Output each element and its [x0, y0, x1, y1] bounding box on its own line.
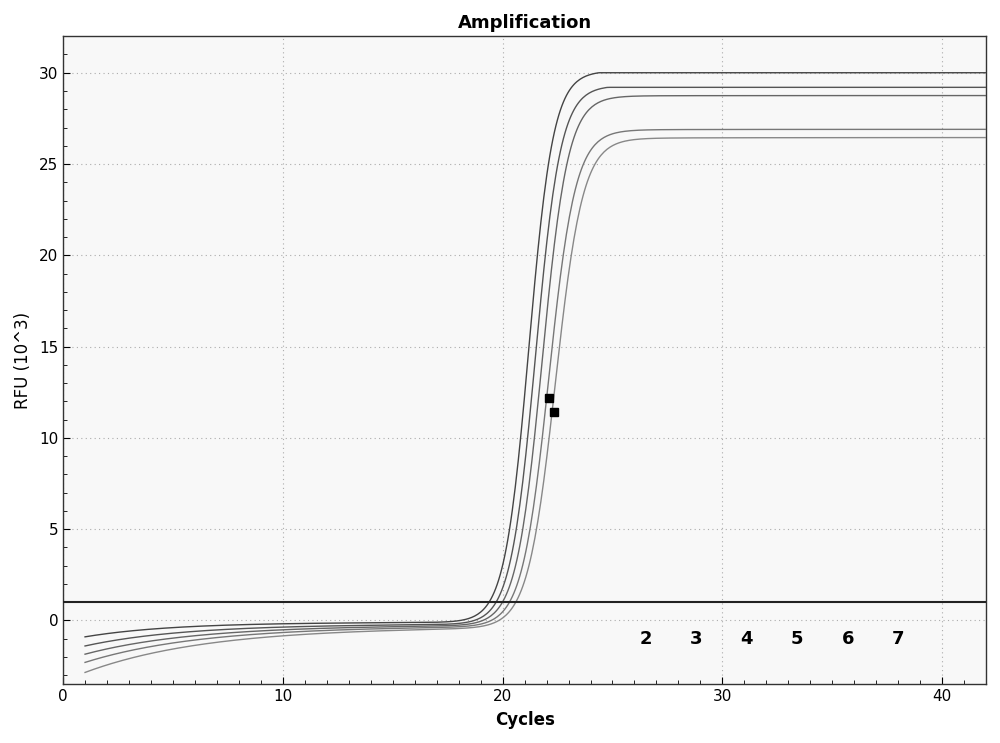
Title: Amplification: Amplification [458, 14, 592, 32]
Text: 7: 7 [892, 629, 904, 648]
Text: 5: 5 [791, 629, 803, 648]
Y-axis label: RFU (10^3): RFU (10^3) [14, 312, 32, 409]
Text: 4: 4 [740, 629, 753, 648]
Text: 2: 2 [639, 629, 652, 648]
X-axis label: Cycles: Cycles [495, 711, 555, 729]
Text: 3: 3 [690, 629, 702, 648]
Text: 6: 6 [841, 629, 854, 648]
